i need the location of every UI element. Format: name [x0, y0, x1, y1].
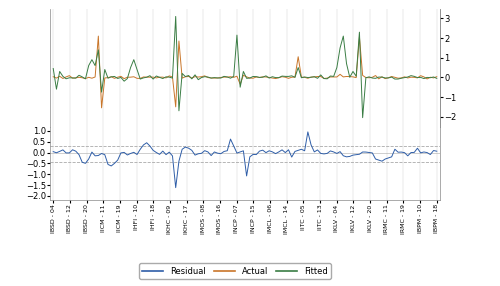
Legend: Residual, Actual, Fitted: Residual, Actual, Fitted — [139, 263, 331, 279]
